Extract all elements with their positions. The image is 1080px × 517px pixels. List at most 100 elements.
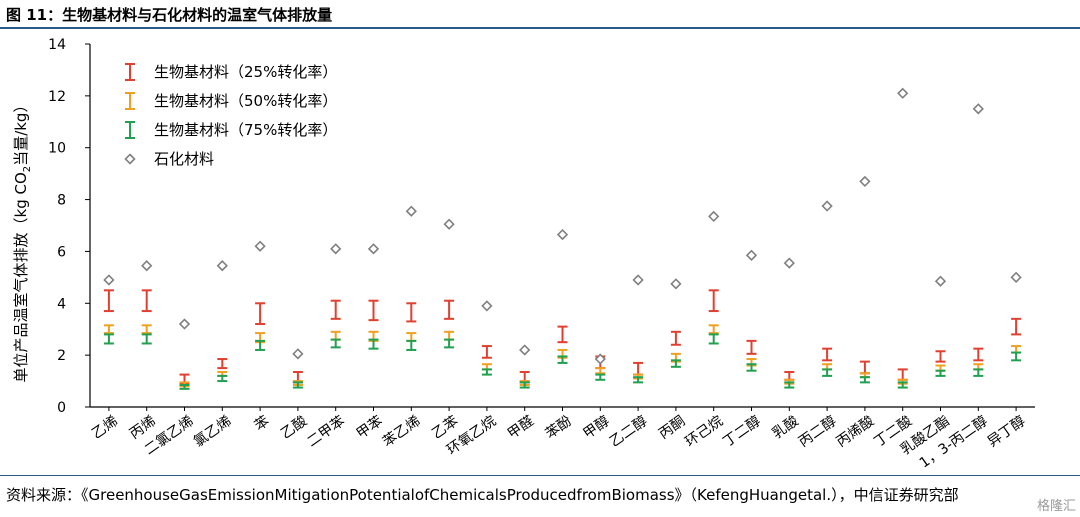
error-bar bbox=[746, 363, 757, 372]
x-tick-label: 氯乙烯 bbox=[191, 413, 235, 450]
error-bar bbox=[897, 381, 908, 389]
petrochemical-marker bbox=[783, 257, 795, 269]
legend-swatch bbox=[125, 121, 135, 139]
error-bar bbox=[670, 359, 681, 368]
source-note: 资料来源：《GreenhouseGasEmissionMitigationPot… bbox=[6, 486, 959, 504]
petrochemical-marker bbox=[594, 353, 606, 365]
petrochemical-marker bbox=[745, 249, 758, 261]
petrochemical-marker bbox=[897, 87, 909, 99]
error-bar bbox=[292, 381, 303, 389]
petrochemical-marker bbox=[254, 240, 266, 252]
petrochemical-marker bbox=[821, 200, 833, 212]
y-tick-label: 4 bbox=[57, 296, 66, 312]
petrochemical-marker bbox=[632, 274, 644, 286]
error-bar bbox=[822, 347, 833, 362]
error-bar bbox=[330, 330, 341, 341]
y-tick-label: 6 bbox=[57, 244, 66, 260]
error-bar bbox=[444, 299, 455, 320]
petrochemical-marker bbox=[216, 260, 228, 272]
x-tick-label: 苯 bbox=[251, 412, 272, 434]
error-bar bbox=[406, 332, 417, 342]
y-tick-label: 10 bbox=[48, 141, 66, 157]
petrochemical-marker bbox=[708, 210, 720, 223]
error-bar bbox=[103, 333, 114, 345]
error-bar bbox=[368, 299, 379, 322]
y-tick-label: 0 bbox=[57, 400, 66, 416]
petrochemical-marker bbox=[367, 243, 380, 255]
error-bar bbox=[897, 368, 908, 381]
y-tick-label: 12 bbox=[48, 89, 66, 105]
x-tick-label: 丁二醇 bbox=[720, 412, 764, 450]
top-rule bbox=[0, 27, 1080, 29]
x-tick-label: 丙烯酸 bbox=[834, 413, 878, 450]
petrochemical-marker bbox=[519, 344, 531, 356]
legend-label: 生物基材料（50%转化率） bbox=[154, 92, 337, 110]
error-bar bbox=[973, 347, 984, 362]
legend-label: 生物基材料（75%转化率） bbox=[154, 121, 337, 139]
error-bar bbox=[217, 358, 228, 370]
error-bar bbox=[103, 289, 114, 313]
legend-label: 石化材料 bbox=[154, 150, 214, 168]
watermark: 格隆汇 bbox=[1036, 499, 1076, 514]
bottom-rule bbox=[0, 475, 1080, 476]
error-bar bbox=[255, 339, 266, 351]
chart-legend: 生物基材料（25%转化率） 生物基材料（50%转化率） 生物基材料（75%转化率） 石… bbox=[124, 63, 337, 168]
petrochemical-marker bbox=[443, 218, 455, 230]
error-bar bbox=[557, 355, 568, 364]
x-tick-label: 苯乙烯 bbox=[379, 412, 423, 450]
petrochemical-marker bbox=[292, 348, 304, 360]
error-bar bbox=[141, 324, 152, 335]
error-bar bbox=[217, 374, 228, 383]
error-bar bbox=[973, 368, 984, 377]
error-bar bbox=[368, 338, 379, 350]
error-bar bbox=[746, 339, 757, 355]
x-tick-label: 异丁醇 bbox=[984, 412, 1028, 450]
petrochemical-marker bbox=[330, 243, 342, 255]
petrochemical-marker bbox=[103, 274, 115, 286]
y-tick-label: 8 bbox=[57, 193, 66, 209]
petrochemical-marker bbox=[178, 318, 191, 330]
error-bar bbox=[859, 376, 870, 384]
error-bar bbox=[708, 324, 719, 335]
error-bar bbox=[595, 367, 606, 375]
x-tick-label: 环己烷 bbox=[682, 413, 726, 450]
error-bar bbox=[784, 370, 795, 381]
error-bar bbox=[822, 368, 833, 377]
error-bar bbox=[330, 299, 341, 320]
error-bar bbox=[935, 350, 946, 363]
legend-swatch bbox=[125, 63, 135, 81]
error-bar bbox=[935, 369, 946, 377]
x-tick-label: 乙二醇 bbox=[606, 412, 650, 450]
petrochemical-marker bbox=[141, 260, 153, 272]
petrochemical-marker bbox=[859, 175, 871, 188]
figure-title: 图 11：生物基材料与石化材料的温室气体排放量 bbox=[6, 6, 333, 24]
petrochemical-marker bbox=[670, 278, 682, 290]
y-tick-label: 2 bbox=[57, 348, 66, 364]
x-tick-label: 甲醛 bbox=[505, 413, 537, 442]
error-bar bbox=[1011, 351, 1022, 362]
petrochemical-marker bbox=[481, 300, 493, 312]
petrochemical-marker bbox=[934, 275, 947, 287]
y-ticks: 0 2 4 6 8 10 12 14 bbox=[48, 37, 90, 416]
error-bar bbox=[633, 376, 644, 384]
error-bar bbox=[255, 302, 266, 326]
error-bar bbox=[784, 381, 795, 389]
error-bar bbox=[595, 373, 606, 381]
error-bar bbox=[708, 289, 719, 313]
error-bar bbox=[444, 338, 455, 349]
x-tick-labels: 乙烯 丙烯二氯乙烯氯乙烯苯乙酸二甲苯 甲苯苯乙烯 乙苯环氧乙烷 甲醛 苯酚 甲醇乙二醇 丙酮环… bbox=[89, 407, 1028, 472]
x-tick-label: 二甲苯 bbox=[304, 412, 348, 450]
error-bar bbox=[406, 302, 417, 323]
x-tick-label: 丙二醇 bbox=[795, 412, 839, 450]
x-tick-label: 苯酚 bbox=[542, 412, 575, 442]
error-bar bbox=[633, 361, 644, 376]
error-bar bbox=[444, 330, 455, 341]
error-bar bbox=[557, 325, 568, 344]
error-bar bbox=[859, 360, 870, 375]
error-bar bbox=[406, 339, 417, 351]
error-bar bbox=[708, 333, 719, 345]
y-axis-label: 单位产品温室气体排放（kg CO2当量/kg） bbox=[12, 98, 33, 383]
petrochemical-marker bbox=[972, 103, 984, 115]
emissions-chart: 02468101214 乙烯 丙烯二氯乙烯氯乙烯苯乙酸二甲苯 甲苯苯乙烯 乙苯环氧乙烷… bbox=[12, 37, 1035, 472]
petrochemical-marker bbox=[405, 205, 417, 217]
